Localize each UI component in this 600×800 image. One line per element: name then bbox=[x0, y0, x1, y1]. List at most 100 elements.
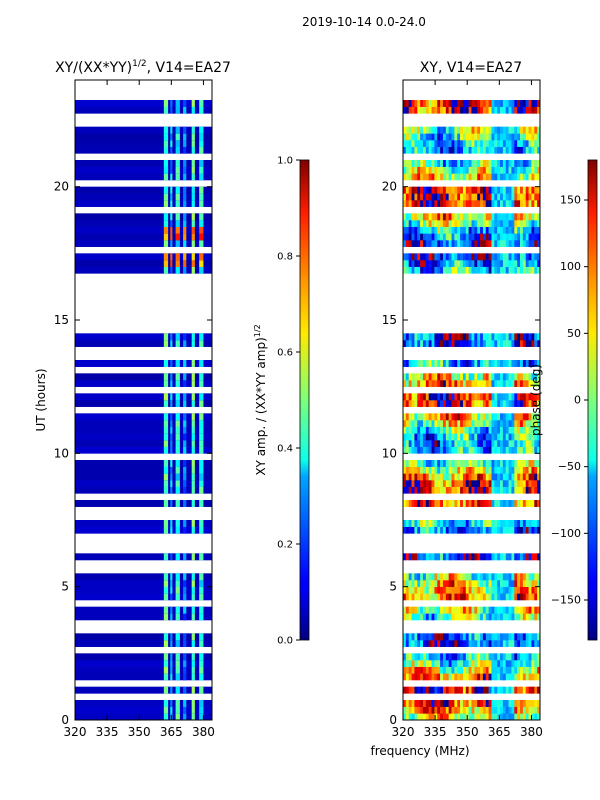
phase-cell bbox=[482, 400, 487, 407]
phase-cell bbox=[531, 660, 535, 667]
phase-cell bbox=[505, 200, 509, 207]
phase-cell bbox=[417, 593, 421, 601]
phase-cell bbox=[451, 333, 455, 341]
phase-cell bbox=[442, 166, 447, 174]
phase-cell bbox=[497, 100, 501, 107]
phase-cell bbox=[491, 613, 495, 621]
phase-cell bbox=[454, 140, 458, 147]
phase-cell bbox=[428, 580, 432, 587]
phase-cell bbox=[442, 466, 447, 474]
phase-cell bbox=[511, 573, 515, 581]
amplitude-cell bbox=[170, 140, 173, 147]
phase-cell bbox=[417, 586, 421, 594]
phase-cell bbox=[505, 400, 509, 407]
phase-cell bbox=[442, 400, 447, 407]
phase-cell bbox=[508, 380, 512, 387]
phase-cell bbox=[505, 446, 509, 454]
phase-cell bbox=[502, 446, 507, 454]
phase-cell bbox=[445, 226, 449, 234]
phase-cell bbox=[431, 193, 435, 201]
phase-cell bbox=[411, 100, 415, 107]
amplitude-cell bbox=[191, 166, 195, 174]
amplitude-cell bbox=[175, 653, 180, 661]
phase-cell bbox=[528, 400, 532, 407]
phase-cell bbox=[531, 253, 535, 261]
phase-cell bbox=[488, 340, 492, 347]
phase-cell bbox=[405, 340, 410, 347]
amplitude-cell bbox=[199, 133, 204, 141]
phase-cell bbox=[422, 200, 427, 207]
phase-cell bbox=[465, 553, 469, 561]
amplitude-cell bbox=[199, 586, 204, 594]
phase-cell bbox=[511, 240, 515, 247]
phase-cell bbox=[440, 640, 444, 647]
phase-cell bbox=[500, 413, 504, 421]
phase-cell bbox=[468, 446, 472, 454]
phase-cell bbox=[474, 413, 478, 421]
phase-cell bbox=[468, 660, 472, 667]
phase-cell bbox=[457, 706, 461, 714]
phase-cell bbox=[414, 500, 418, 507]
phase-cell bbox=[403, 606, 407, 614]
phase-cell bbox=[414, 520, 418, 527]
amplitude-cell bbox=[183, 686, 187, 694]
phase-cell bbox=[474, 613, 478, 621]
phase-cell bbox=[520, 106, 524, 114]
phase-cell bbox=[462, 553, 467, 561]
phase-cell bbox=[471, 440, 475, 447]
phase-cell bbox=[428, 200, 432, 207]
phase-cell bbox=[437, 140, 441, 147]
phase-cell bbox=[474, 713, 478, 720]
amplitude-cell bbox=[175, 460, 180, 467]
phase-cell bbox=[454, 686, 458, 694]
phase-cell bbox=[408, 686, 412, 694]
phase-cell bbox=[468, 266, 472, 274]
phase-cell bbox=[454, 660, 458, 667]
phase-cell bbox=[434, 266, 438, 274]
phase-cell bbox=[445, 633, 449, 641]
phase-cell bbox=[522, 240, 527, 247]
amplitude-cell bbox=[191, 433, 195, 441]
phase-cell bbox=[508, 200, 512, 207]
phase-cell bbox=[405, 706, 410, 714]
phase-cell bbox=[505, 173, 509, 181]
phase-cell bbox=[448, 233, 452, 241]
phase-cell bbox=[500, 446, 504, 454]
amplitude-cell bbox=[175, 606, 180, 614]
amplitude-row bbox=[75, 380, 212, 387]
phase-cell bbox=[408, 166, 412, 174]
phase-cell bbox=[411, 226, 415, 234]
phase-cell bbox=[485, 700, 489, 707]
phase-cell bbox=[408, 593, 412, 601]
phase-cell bbox=[411, 420, 415, 427]
phase-cell bbox=[537, 446, 540, 454]
phase-cell bbox=[474, 360, 478, 367]
phase-cell bbox=[420, 133, 424, 141]
phase-cell bbox=[488, 160, 492, 167]
phase-cell bbox=[408, 140, 412, 147]
amplitude-cell bbox=[175, 240, 180, 247]
phase-cell bbox=[431, 173, 435, 181]
phase-cell bbox=[451, 426, 455, 434]
phase-cell bbox=[468, 700, 472, 707]
phase-cell bbox=[428, 660, 432, 667]
phase-cell bbox=[531, 200, 535, 207]
phase-cell bbox=[448, 433, 452, 441]
phase-cell bbox=[422, 520, 427, 527]
phase-cell bbox=[417, 146, 421, 154]
phase-cell bbox=[403, 340, 407, 347]
phase-cell bbox=[514, 340, 518, 347]
phase-cell bbox=[514, 393, 518, 401]
amplitude-cell bbox=[175, 266, 180, 274]
phase-cell bbox=[408, 440, 412, 447]
phase-cell bbox=[531, 420, 535, 427]
phase-cell bbox=[480, 333, 484, 341]
phase-cell bbox=[537, 573, 540, 581]
phase-cell bbox=[440, 433, 444, 441]
phase-cell bbox=[420, 100, 424, 107]
phase-cell bbox=[445, 380, 449, 387]
phase-cell bbox=[491, 520, 495, 527]
phase-cell bbox=[537, 420, 540, 427]
phase-cell bbox=[491, 473, 495, 481]
phase-cell bbox=[537, 413, 540, 421]
